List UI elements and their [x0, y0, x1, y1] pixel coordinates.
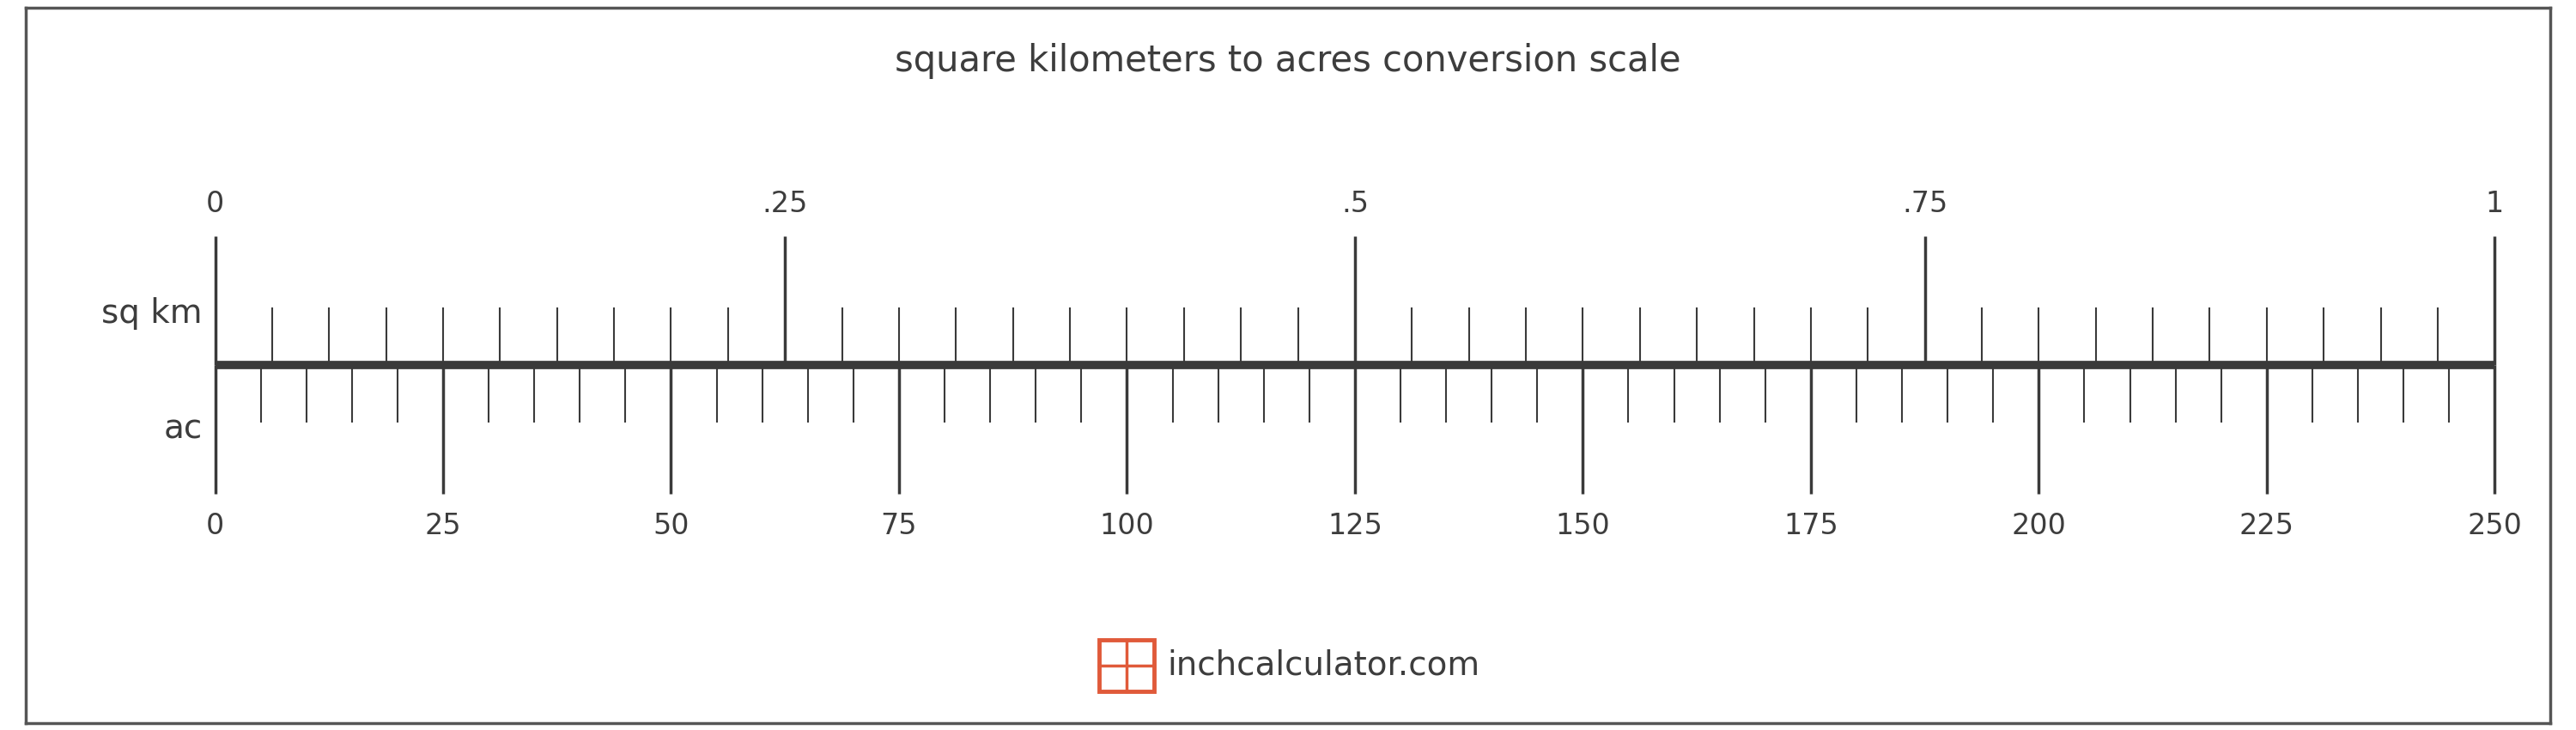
Text: ac: ac	[165, 413, 204, 446]
Text: 175: 175	[1783, 512, 1839, 540]
Text: 50: 50	[652, 512, 690, 540]
Text: 100: 100	[1100, 512, 1154, 540]
Text: 1: 1	[2486, 190, 2504, 218]
Text: sq km: sq km	[100, 297, 204, 330]
Text: 125: 125	[1327, 512, 1383, 540]
Text: 150: 150	[1556, 512, 1610, 540]
Text: square kilometers to acres conversion scale: square kilometers to acres conversion sc…	[894, 43, 1682, 79]
Text: 0: 0	[206, 190, 224, 218]
Text: .5: .5	[1342, 190, 1368, 218]
Text: 225: 225	[2239, 512, 2295, 540]
Text: 25: 25	[425, 512, 461, 540]
Text: 75: 75	[881, 512, 917, 540]
Text: 0: 0	[206, 512, 224, 540]
Text: inchcalculator.com: inchcalculator.com	[1167, 649, 1479, 682]
Text: .75: .75	[1901, 190, 1947, 218]
Text: 250: 250	[2468, 512, 2522, 540]
Text: 200: 200	[2012, 512, 2066, 540]
Text: .25: .25	[762, 190, 809, 218]
